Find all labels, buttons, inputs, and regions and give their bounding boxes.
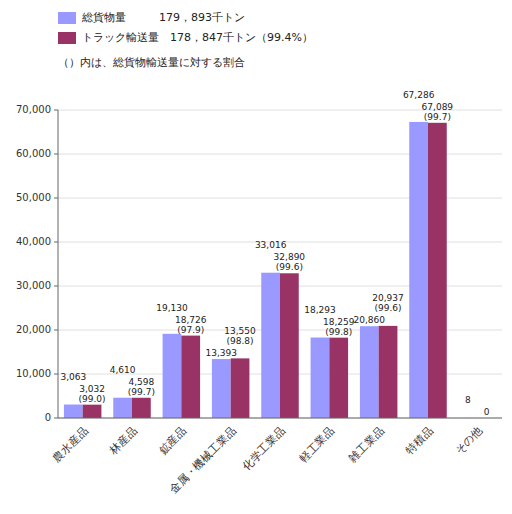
data-label: 67,089 (422, 102, 454, 112)
bar (379, 326, 398, 418)
category-label: 林産品 (107, 425, 140, 458)
tick-label: 40,000 (16, 236, 51, 247)
data-label: 4,610 (110, 365, 136, 375)
tick-label: 10,000 (16, 368, 51, 379)
tick-label: 30,000 (16, 280, 51, 291)
data-label: 33,016 (255, 240, 287, 250)
tick-mark (54, 110, 58, 111)
bar (280, 273, 299, 418)
bar (409, 122, 428, 418)
tick-mark (54, 286, 58, 287)
data-label: (99.7) (128, 387, 155, 397)
tick-label: 50,000 (16, 192, 51, 203)
category-label: 金属・機械工業品 (167, 425, 238, 496)
bar (163, 334, 182, 418)
bar (360, 326, 379, 418)
tick-mark (54, 154, 58, 155)
annotation: （）内は、総貨物輸送量に対する割合 (58, 56, 245, 69)
tick-mark (54, 242, 58, 243)
bar (113, 398, 132, 418)
tick-mark (54, 330, 58, 331)
grid-line (58, 418, 502, 419)
data-label: 20,937 (372, 293, 404, 303)
chart: 0 10,000 20,000 30,000 40,000 50,000 60,000 70,… (0, 0, 512, 514)
data-label: 0 (484, 407, 490, 417)
tick-label: 70,000 (16, 104, 51, 115)
data-label: (99.0) (79, 394, 106, 404)
data-label: (99.6) (375, 303, 402, 313)
legend-label: 総貨物量 179，893千トン (81, 11, 245, 24)
bar (329, 338, 348, 418)
category-label: 軽工業品 (297, 425, 337, 465)
category-label: 農水産品 (50, 425, 90, 465)
data-label: 18,259 (323, 317, 355, 327)
data-label: 18,293 (304, 305, 336, 315)
category-label: その他 (453, 425, 486, 458)
tick-label: 0 (45, 412, 51, 423)
data-label: (99.7) (424, 112, 451, 122)
data-labels: (99.0)3,0323,063(99.7)4,5984,610(97.9)18… (60, 90, 489, 417)
x-axis: 農水産品林産品鉱産品金属・機械工業品化学工業品軽工業品雑工業品特積品その他 (50, 425, 485, 496)
legend-label: トラック輸送量 178，847千トン（99.4%） (82, 31, 313, 44)
data-label: 13,393 (206, 348, 238, 358)
y-axis: 0 10,000 20,000 30,000 40,000 50,000 60,000 70,… (16, 104, 502, 423)
bar (132, 398, 151, 418)
bar (212, 359, 231, 418)
data-label: 3,063 (60, 372, 86, 382)
category-label: 特積品 (403, 425, 436, 458)
data-label: (99.8) (325, 327, 352, 337)
data-label: 13,550 (224, 326, 256, 336)
tick-mark (54, 418, 58, 419)
data-label: 8 (465, 395, 471, 405)
tick-label: 20,000 (16, 324, 51, 335)
legend-swatch (58, 32, 76, 44)
data-label: 20,860 (354, 315, 386, 325)
data-label: 19,130 (156, 303, 188, 313)
bars (64, 122, 477, 418)
x-axis-line (58, 418, 502, 419)
data-label: (99.6) (276, 262, 303, 272)
data-label: 18,726 (175, 315, 207, 325)
legend: 総貨物量 179，893千トントラック輸送量 178，847千トン（99.4%） (58, 11, 313, 44)
tick-mark (54, 374, 58, 375)
legend-swatch (58, 12, 76, 24)
bar (428, 123, 447, 418)
bar (261, 273, 280, 418)
y-axis-line (58, 110, 59, 418)
category-label: 鉱産品 (157, 425, 190, 458)
data-label: 67,286 (403, 90, 435, 100)
bar (64, 405, 83, 418)
category-label: 雑工業品 (346, 425, 386, 465)
bar (83, 405, 102, 418)
data-label: 4,598 (128, 377, 154, 387)
bar (311, 338, 330, 418)
data-label: (98.8) (227, 336, 254, 346)
category-label: 化学工業品 (240, 425, 288, 473)
bar (181, 336, 200, 418)
bar (231, 358, 250, 418)
data-label: (97.9) (177, 325, 204, 335)
data-label: 3,032 (79, 384, 105, 394)
tick-mark (54, 198, 58, 199)
data-label: 32,890 (274, 252, 306, 262)
tick-label: 60,000 (16, 148, 51, 159)
